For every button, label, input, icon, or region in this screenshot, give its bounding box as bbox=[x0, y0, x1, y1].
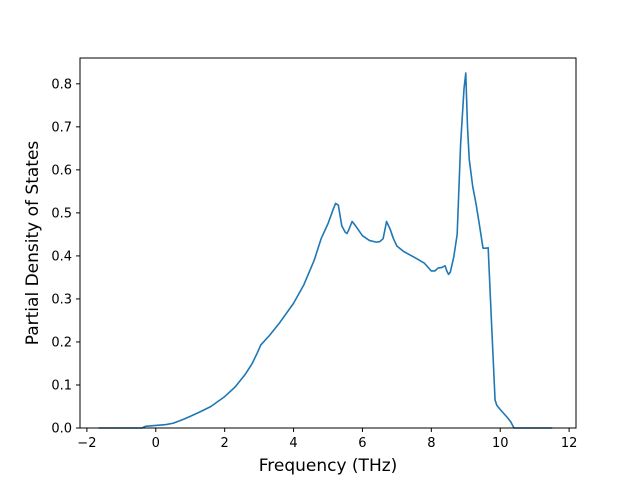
y-tick-label: 0.1 bbox=[51, 378, 72, 393]
x-tick-label: 6 bbox=[358, 436, 366, 451]
y-tick-label: 0.7 bbox=[51, 120, 72, 135]
y-tick-label: 0.0 bbox=[51, 422, 72, 437]
plot-frame bbox=[79, 57, 577, 429]
x-tick-label: 4 bbox=[289, 436, 297, 451]
y-tick-label: 0.8 bbox=[51, 77, 72, 92]
x-axis-ticks: −2 0 2 4 6 8 10 12 bbox=[77, 428, 577, 451]
x-tick-label: 8 bbox=[427, 436, 435, 451]
y-tick-label: 0.4 bbox=[51, 249, 72, 264]
plot-area bbox=[80, 58, 576, 428]
y-tick-label: 0.3 bbox=[51, 292, 72, 307]
x-tick-label: −2 bbox=[77, 436, 96, 451]
series-layer bbox=[98, 72, 553, 429]
pdos-line bbox=[98, 72, 553, 429]
y-axis-label: Partial Density of States bbox=[23, 141, 43, 346]
y-tick-label: 0.6 bbox=[51, 163, 72, 178]
y-tick-label: 0.2 bbox=[51, 335, 72, 350]
y-axis-ticks: 0.0 0.1 0.2 0.3 0.4 0.5 0.6 0.7 0.8 bbox=[51, 77, 80, 437]
y-tick-label: 0.5 bbox=[51, 206, 72, 221]
x-tick-label: 12 bbox=[561, 436, 578, 451]
x-axis-label: Frequency (THz) bbox=[259, 456, 398, 476]
x-tick-label: 0 bbox=[152, 436, 160, 451]
x-tick-label: 2 bbox=[221, 436, 229, 451]
x-tick-label: 10 bbox=[492, 436, 509, 451]
